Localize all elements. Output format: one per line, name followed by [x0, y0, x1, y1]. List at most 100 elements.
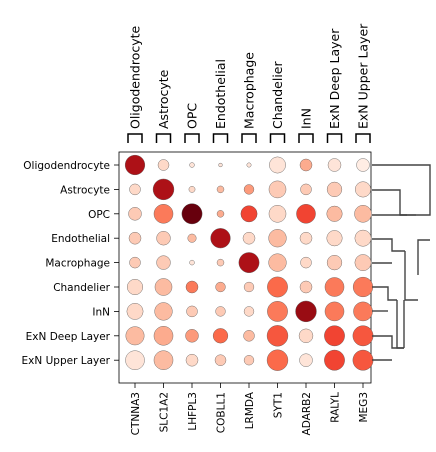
- dot: [324, 301, 345, 322]
- dot: [154, 278, 173, 296]
- dot: [124, 154, 146, 176]
- col-label: CTNNA3: [130, 392, 142, 435]
- dot: [189, 162, 195, 168]
- dot: [128, 207, 142, 221]
- dot: [152, 178, 175, 201]
- dot: [240, 205, 258, 223]
- dot: [156, 231, 171, 246]
- dots: [124, 154, 374, 371]
- dot: [267, 276, 288, 298]
- dot: [356, 158, 370, 172]
- dot: [354, 205, 372, 223]
- group-label: Astrocyte: [156, 69, 171, 129]
- dot: [185, 353, 199, 367]
- col-labels: CTNNA3 SLC1A2 LHFPL3 COBLL1 LRMDA SYT1 ADARB2 R…: [130, 383, 370, 435]
- group-bracket: [326, 133, 343, 143]
- dot: [188, 186, 196, 193]
- dot: [129, 256, 141, 269]
- dot: [212, 328, 229, 344]
- dot: [153, 204, 174, 224]
- dot: [242, 231, 256, 245]
- dot: [268, 229, 287, 248]
- dot: [243, 306, 255, 317]
- dot: [355, 181, 371, 198]
- dot: [153, 350, 174, 370]
- col-label: SYT1: [273, 392, 285, 418]
- dot: [352, 349, 374, 371]
- dot: [215, 281, 226, 293]
- dot: [215, 306, 226, 317]
- dot: [185, 329, 199, 343]
- dot: [185, 280, 199, 294]
- group-label: ExN Upper Layer: [356, 23, 371, 129]
- dot: [153, 326, 174, 346]
- dot: [326, 230, 343, 247]
- dot: [295, 300, 317, 323]
- dot: [189, 259, 195, 266]
- col-label: SLC1A2: [159, 392, 171, 432]
- dendrogram-link: [417, 239, 430, 275]
- group-label: Chandelier: [270, 61, 285, 129]
- dot: [352, 276, 374, 298]
- dot: [327, 158, 342, 172]
- dot: [186, 305, 198, 318]
- dot: [298, 328, 314, 343]
- dot: [157, 159, 170, 171]
- dot: [128, 231, 142, 245]
- dot: [126, 303, 144, 320]
- row-labels: Oligodendrocyte Astrocyte OPC Endothelial Ma…: [22, 160, 119, 367]
- col-label: LRMDA: [244, 391, 256, 429]
- row-label: ExN Deep Layer: [26, 331, 111, 343]
- col-label: MEG3: [358, 392, 370, 423]
- dot: [326, 205, 343, 222]
- row-label: InN: [92, 306, 110, 318]
- row-label: Oligodendrocyte: [23, 160, 110, 172]
- group-labels: Oligodendrocyte Astrocyte OPC Endothelial Ma…: [128, 23, 371, 129]
- dot: [216, 210, 225, 218]
- col-label: COBLL1: [216, 392, 228, 433]
- dot: [267, 301, 288, 322]
- dot: [216, 258, 225, 267]
- group-label: OPC: [185, 103, 200, 129]
- dot: [181, 203, 203, 225]
- dendrogram-link: [372, 335, 404, 349]
- row-label: OPC: [88, 209, 110, 221]
- dot: [125, 350, 145, 370]
- dot: [324, 277, 345, 297]
- row-label: Macrophage: [45, 258, 110, 270]
- dendrogram: [372, 164, 431, 361]
- dot: [354, 229, 372, 247]
- dot: [269, 156, 286, 174]
- dot: [243, 184, 255, 195]
- group-label: ExN Deep Layer: [327, 28, 342, 129]
- dot: [243, 281, 255, 293]
- dot: [266, 349, 289, 371]
- row-label: ExN Upper Layer: [22, 355, 111, 367]
- dot: [324, 325, 345, 347]
- row-label: Chandelier: [53, 282, 110, 294]
- col-label: LHFPL3: [187, 392, 199, 431]
- dot: [154, 302, 173, 321]
- dendrogram-link: [372, 238, 405, 252]
- dot: [296, 204, 316, 224]
- dot: [299, 280, 313, 294]
- dot: [216, 185, 225, 194]
- dot: [246, 162, 252, 168]
- dot: [353, 301, 373, 322]
- dot: [129, 183, 141, 196]
- group-bracket: [298, 133, 314, 143]
- row-label: Endothelial: [51, 233, 110, 245]
- group-bracket: [355, 133, 371, 143]
- group-bracket: [269, 133, 286, 143]
- group-bracket: [212, 133, 229, 143]
- group-label: InN: [299, 108, 314, 129]
- dot: [324, 349, 345, 371]
- group-bracket: [155, 133, 172, 143]
- dot: [266, 325, 289, 347]
- group-label: Endothelial: [213, 59, 228, 129]
- dot: [326, 255, 343, 271]
- col-label: ADARB2: [301, 392, 313, 435]
- col-label: RALYL: [330, 392, 342, 423]
- group-label: Macrophage: [242, 52, 257, 129]
